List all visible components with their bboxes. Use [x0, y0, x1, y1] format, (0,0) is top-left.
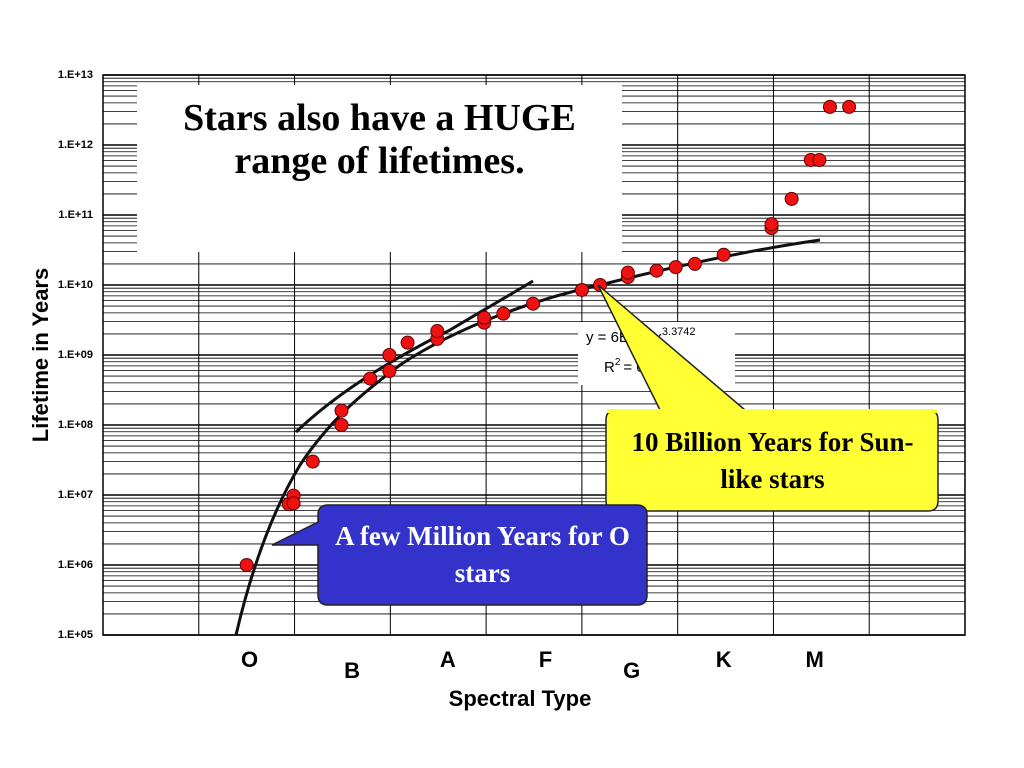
x-tick-label: O: [241, 647, 258, 672]
point: [286, 496, 301, 511]
point: [363, 371, 378, 386]
x-axis-title: Spectral Type: [449, 686, 592, 711]
point: [620, 265, 635, 280]
equation-exponent: 3.3742: [662, 326, 696, 338]
r-text: R: [604, 359, 615, 376]
point: [382, 364, 397, 379]
point: [649, 263, 664, 278]
point: [477, 310, 492, 325]
point: [574, 282, 589, 297]
y-axis-title: Lifetime in Years: [28, 268, 53, 442]
point: [842, 99, 857, 114]
annotation: 10 Billion Years for Sun-like stars: [631, 427, 914, 494]
callout-blue: [271, 504, 648, 606]
x-tick-label: G: [623, 658, 640, 683]
point: [382, 348, 397, 362]
point: [822, 99, 837, 114]
y-tick-label: 1.E+08: [58, 419, 93, 431]
point: [784, 191, 799, 206]
point: [593, 278, 608, 292]
x-tick-label: M: [805, 647, 823, 672]
x-tick-label: A: [440, 647, 456, 672]
annotation: A few Million Years for O stars: [335, 521, 630, 588]
x-tick-label: B: [344, 658, 360, 683]
point: [526, 296, 541, 311]
y-tick-label: 1.E+07: [58, 489, 93, 501]
x-tick-label: K: [716, 647, 732, 672]
point: [668, 260, 683, 275]
point: [764, 217, 779, 232]
points: [239, 99, 857, 572]
point: [430, 324, 445, 339]
y-tick-label: 1.E+05: [58, 629, 93, 641]
point: [334, 403, 349, 418]
title-box: [137, 85, 622, 252]
callout-patch: [607, 409, 937, 413]
point: [496, 306, 511, 321]
title: Stars also have a HUGE range of lifetime…: [183, 97, 576, 182]
point: [305, 454, 320, 469]
x-tick-label: F: [539, 647, 552, 672]
y-tick-label: 1.E+13: [58, 69, 93, 81]
point: [239, 558, 254, 572]
y-tick-label: 1.E+11: [58, 209, 93, 221]
y-tick-label: 1.E+06: [58, 559, 93, 571]
y-tick-label: 1.E+10: [58, 279, 93, 291]
point: [400, 335, 415, 350]
point: [716, 247, 731, 262]
y-tick-label: 1.E+12: [58, 139, 93, 151]
point: [334, 418, 349, 432]
y-tick-label: 1.E+09: [58, 349, 93, 361]
r-exp: 2: [615, 357, 621, 368]
point: [812, 153, 827, 168]
point: [687, 256, 702, 271]
